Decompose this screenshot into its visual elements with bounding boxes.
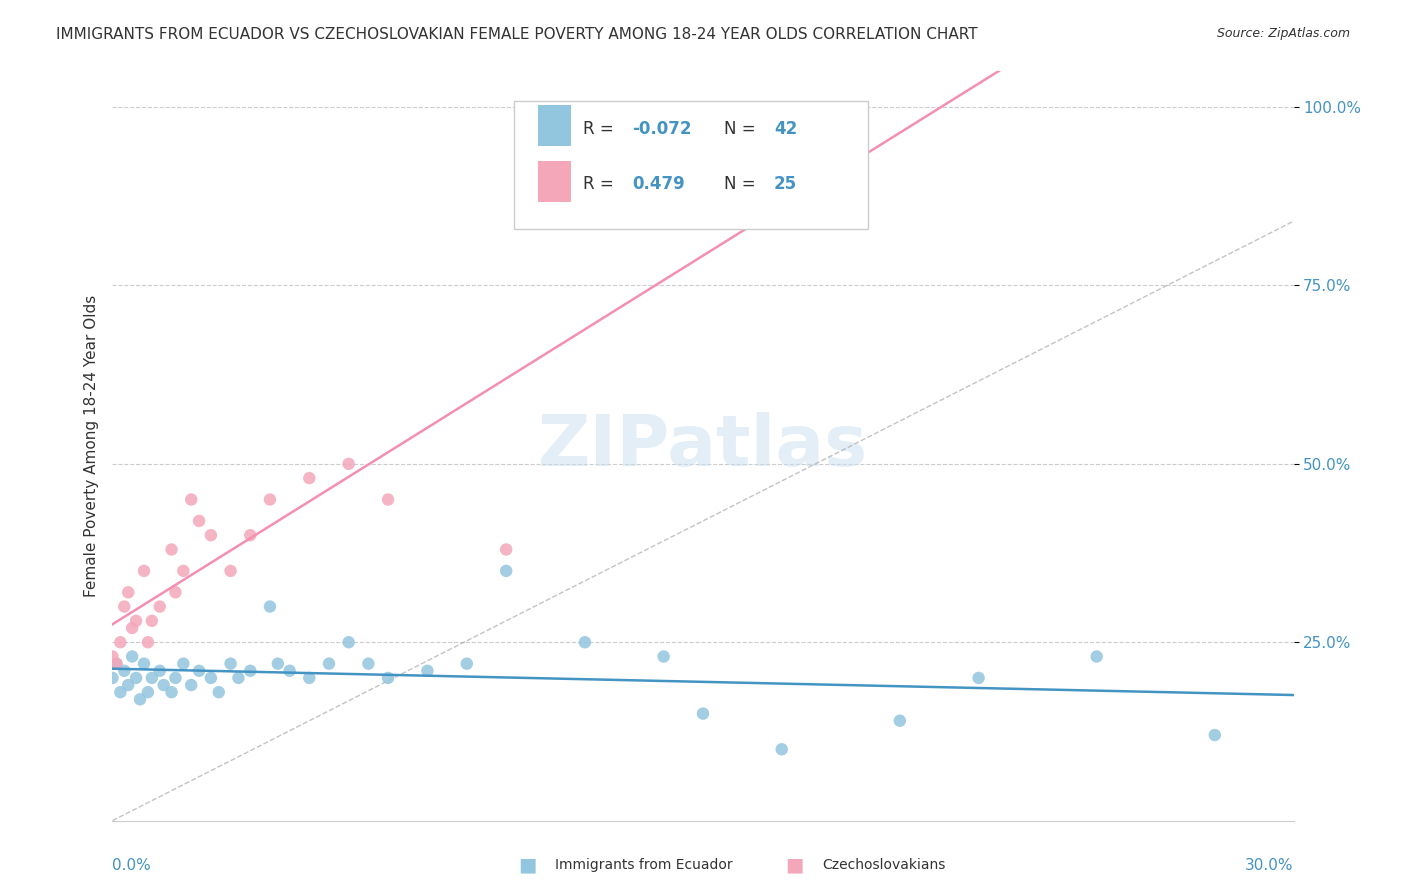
Point — [770, 742, 793, 756]
Point — [574, 635, 596, 649]
Point — [152, 678, 174, 692]
Point — [110, 685, 132, 699]
Point — [228, 671, 250, 685]
Point — [1204, 728, 1226, 742]
Y-axis label: Female Poverty Among 18-24 Year Olds: Female Poverty Among 18-24 Year Olds — [83, 295, 98, 597]
Point — [105, 657, 128, 671]
Text: N =: N = — [724, 120, 761, 138]
Point — [141, 614, 163, 628]
Point — [239, 528, 262, 542]
Point — [180, 678, 202, 692]
Point — [377, 671, 399, 685]
Point — [337, 635, 360, 649]
Text: ■: ■ — [785, 855, 804, 875]
Point — [337, 457, 360, 471]
Point — [110, 635, 132, 649]
Point — [298, 671, 321, 685]
Point — [456, 657, 478, 671]
Point — [495, 542, 517, 557]
Point — [278, 664, 301, 678]
Point — [105, 657, 128, 671]
Point — [200, 671, 222, 685]
Point — [1085, 649, 1108, 664]
Text: Immigrants from Ecuador: Immigrants from Ecuador — [555, 858, 733, 872]
Point — [180, 492, 202, 507]
Point — [112, 599, 135, 614]
Point — [692, 706, 714, 721]
Text: Source: ZipAtlas.com: Source: ZipAtlas.com — [1216, 27, 1350, 40]
Text: N =: N = — [724, 175, 761, 193]
Point — [112, 664, 135, 678]
FancyBboxPatch shape — [515, 102, 869, 228]
Point — [149, 599, 172, 614]
Point — [160, 685, 183, 699]
Text: 30.0%: 30.0% — [1246, 858, 1294, 873]
Text: R =: R = — [582, 175, 619, 193]
Point — [188, 514, 211, 528]
Point — [416, 664, 439, 678]
Point — [160, 542, 183, 557]
Text: ZIPatlas: ZIPatlas — [538, 411, 868, 481]
Point — [239, 664, 262, 678]
Point — [889, 714, 911, 728]
Text: -0.072: -0.072 — [633, 120, 692, 138]
Point — [259, 599, 281, 614]
Point — [101, 649, 124, 664]
Text: 42: 42 — [773, 120, 797, 138]
Point — [132, 564, 155, 578]
Point — [219, 657, 242, 671]
Point — [259, 492, 281, 507]
Point — [101, 671, 124, 685]
Text: Czechoslovakians: Czechoslovakians — [823, 858, 946, 872]
Point — [208, 685, 231, 699]
Point — [318, 657, 340, 671]
Point — [165, 585, 187, 599]
Point — [188, 664, 211, 678]
Point — [165, 671, 187, 685]
Text: 0.479: 0.479 — [633, 175, 685, 193]
Point — [200, 528, 222, 542]
Point — [136, 685, 159, 699]
Point — [967, 671, 990, 685]
Point — [172, 564, 194, 578]
Point — [357, 657, 380, 671]
Point — [149, 664, 172, 678]
Point — [132, 657, 155, 671]
Text: R =: R = — [582, 120, 619, 138]
Point — [267, 657, 290, 671]
Point — [219, 564, 242, 578]
Point — [121, 649, 143, 664]
Bar — [537, 105, 571, 146]
Point — [172, 657, 194, 671]
Point — [129, 692, 152, 706]
Point — [125, 671, 148, 685]
Point — [141, 671, 163, 685]
Text: IMMIGRANTS FROM ECUADOR VS CZECHOSLOVAKIAN FEMALE POVERTY AMONG 18-24 YEAR OLDS : IMMIGRANTS FROM ECUADOR VS CZECHOSLOVAKI… — [56, 27, 977, 42]
Point — [377, 492, 399, 507]
Point — [495, 564, 517, 578]
Point — [652, 649, 675, 664]
Text: 25: 25 — [773, 175, 797, 193]
Text: ■: ■ — [517, 855, 537, 875]
Bar — [537, 161, 571, 202]
Point — [117, 678, 139, 692]
Point — [298, 471, 321, 485]
Text: 0.0%: 0.0% — [112, 858, 152, 873]
Point — [125, 614, 148, 628]
Point — [117, 585, 139, 599]
Point — [613, 186, 636, 200]
Point — [136, 635, 159, 649]
Point — [121, 621, 143, 635]
